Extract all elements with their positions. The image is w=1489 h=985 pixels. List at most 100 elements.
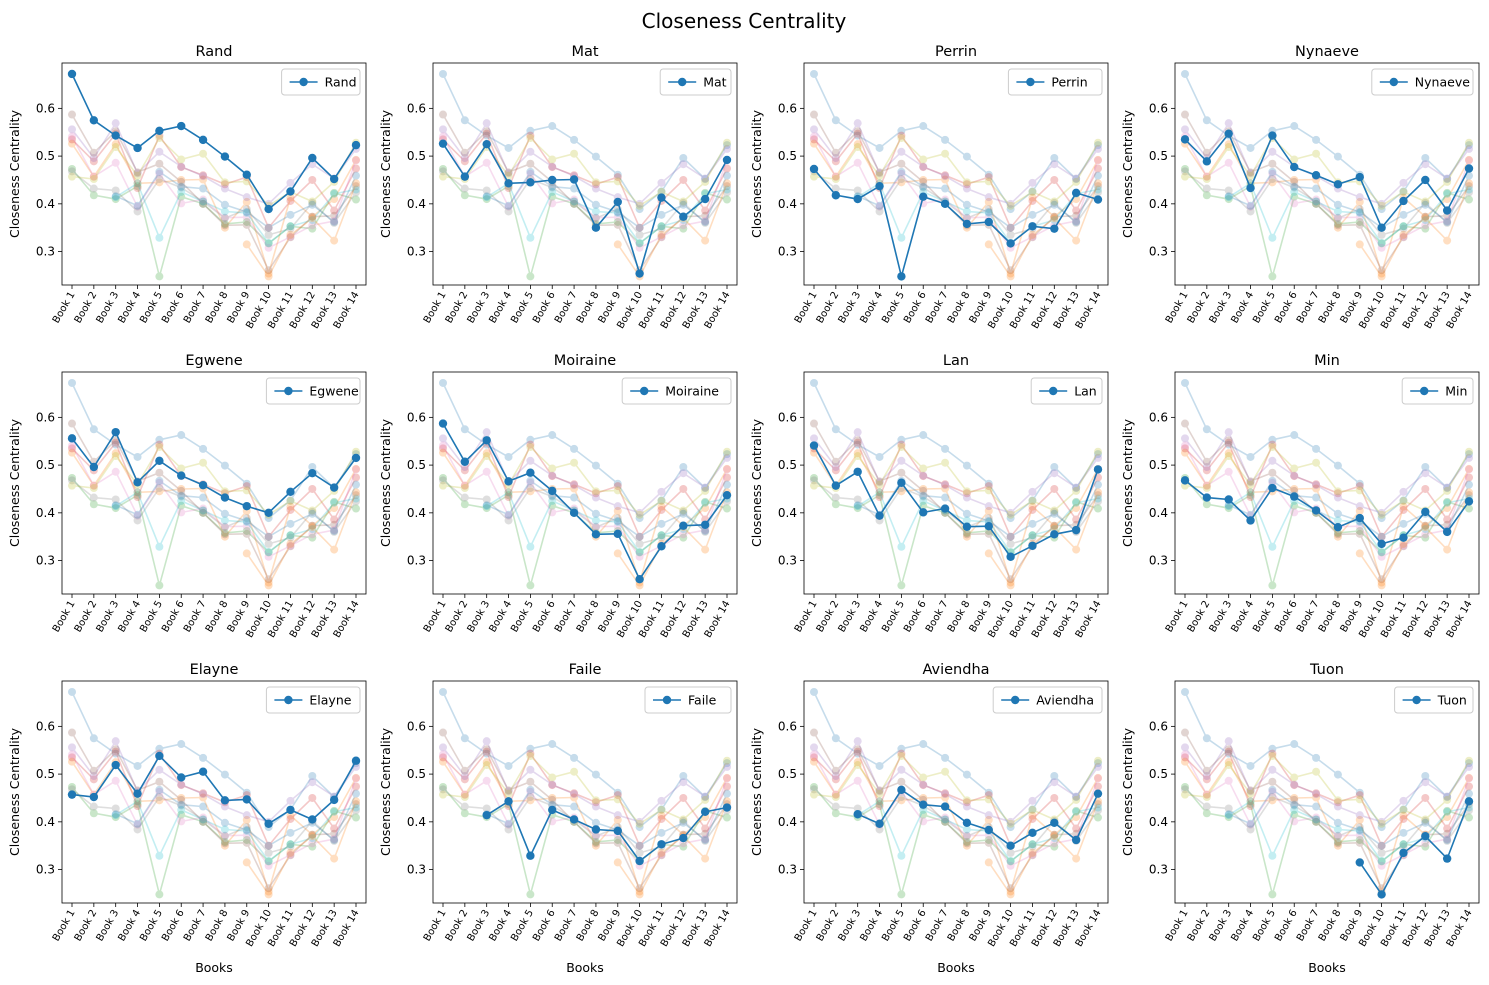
highlight-point	[940, 504, 950, 513]
y-tick-label: 0.5	[407, 149, 426, 163]
faded-point	[286, 539, 295, 548]
faded-point	[1202, 802, 1211, 811]
faded-point	[1333, 530, 1342, 539]
y-tick-label: 0.3	[36, 863, 55, 877]
y-tick-label: 0.3	[407, 245, 426, 259]
faded-point	[1246, 202, 1255, 211]
highlight-point	[1333, 180, 1343, 189]
faded-point	[1399, 210, 1408, 219]
faded-point	[1312, 197, 1321, 206]
faded-point	[679, 463, 688, 472]
faded-point	[1399, 222, 1408, 231]
faded-point	[352, 155, 360, 164]
faded-series-line	[442, 479, 728, 545]
faded-point	[570, 199, 579, 208]
faded-series-line	[442, 73, 728, 211]
faded-point	[1377, 547, 1386, 556]
highlight-point	[548, 805, 557, 815]
faded-point	[1181, 743, 1189, 752]
faded-point	[810, 69, 818, 78]
faded-point	[1072, 236, 1081, 245]
faded-point	[111, 501, 120, 510]
faded-point	[853, 776, 862, 785]
faded-point	[1246, 168, 1255, 177]
faded-point	[1050, 507, 1059, 516]
faded-series-line	[813, 451, 1099, 586]
faded-series-line	[442, 168, 728, 277]
faded-point	[1224, 195, 1233, 204]
highlight-series-egwene	[67, 427, 361, 518]
highlight-point	[264, 508, 273, 518]
faded-point	[1312, 493, 1321, 502]
highlight-point	[657, 542, 666, 551]
faded-point	[1333, 207, 1342, 216]
faded-point	[831, 175, 840, 184]
highlight-point	[1071, 188, 1081, 198]
legend-label: Min	[1445, 384, 1467, 399]
faded-point	[308, 212, 317, 221]
highlight-point	[657, 840, 666, 849]
faded-point	[1181, 687, 1189, 696]
panel-title: Perrin	[935, 44, 977, 60]
faded-point	[897, 777, 906, 786]
faded-point	[962, 200, 971, 209]
faded-point	[286, 233, 295, 242]
faded-point	[482, 119, 491, 128]
faded-point	[1421, 818, 1430, 827]
faded-point	[548, 155, 557, 164]
legend-marker	[1026, 77, 1035, 87]
faded-point	[810, 481, 818, 490]
faded-point	[810, 135, 818, 144]
faded-point	[723, 447, 731, 456]
y-tick-label: 0.4	[407, 815, 426, 829]
faded-point	[1050, 463, 1059, 472]
faded-point	[1028, 502, 1037, 511]
faded-point	[1006, 581, 1015, 590]
highlight-point	[1464, 797, 1474, 806]
highlight-point	[1246, 183, 1255, 193]
faded-point	[1028, 496, 1037, 505]
faded-point	[220, 522, 229, 531]
highlight-point	[133, 143, 142, 153]
faded-point	[220, 509, 229, 518]
faded-point	[177, 501, 186, 510]
faded-point	[941, 171, 950, 180]
faded-point	[1355, 197, 1364, 206]
faded-point	[111, 737, 120, 746]
highlight-point	[504, 477, 513, 486]
faded-point	[1312, 790, 1321, 799]
faded-point	[831, 734, 840, 743]
faded-point	[613, 482, 622, 491]
highlight-point	[111, 427, 120, 437]
faded-point	[526, 233, 535, 242]
faded-series-tuon	[1355, 179, 1473, 281]
faded-point	[962, 213, 971, 222]
faded-point	[635, 548, 644, 557]
faded-point	[89, 484, 98, 493]
faded-point	[1290, 177, 1299, 186]
faded-point	[1312, 481, 1321, 490]
faded-point	[570, 753, 579, 762]
faded-point	[220, 818, 229, 827]
panel-title: Aviendha	[922, 662, 989, 678]
faded-point	[308, 509, 317, 518]
faded-point	[1465, 179, 1473, 188]
faded-point	[177, 175, 186, 184]
faded-point	[919, 183, 928, 192]
faded-point	[591, 770, 600, 779]
faded-point	[1094, 179, 1102, 188]
faded-point	[1268, 233, 1277, 242]
faded-point	[1443, 236, 1452, 245]
faded-point	[439, 69, 447, 78]
faded-point	[242, 217, 251, 226]
faded-point	[1268, 147, 1277, 156]
faded-point	[199, 197, 208, 206]
faded-series-perrin	[1181, 164, 1473, 281]
faded-point	[1421, 212, 1430, 221]
faded-series-egwene	[68, 119, 360, 208]
y-tick-label: 0.3	[1149, 863, 1168, 877]
axes-frame	[1174, 371, 1480, 595]
faded-point	[1443, 174, 1452, 183]
faded-point	[1399, 230, 1408, 239]
